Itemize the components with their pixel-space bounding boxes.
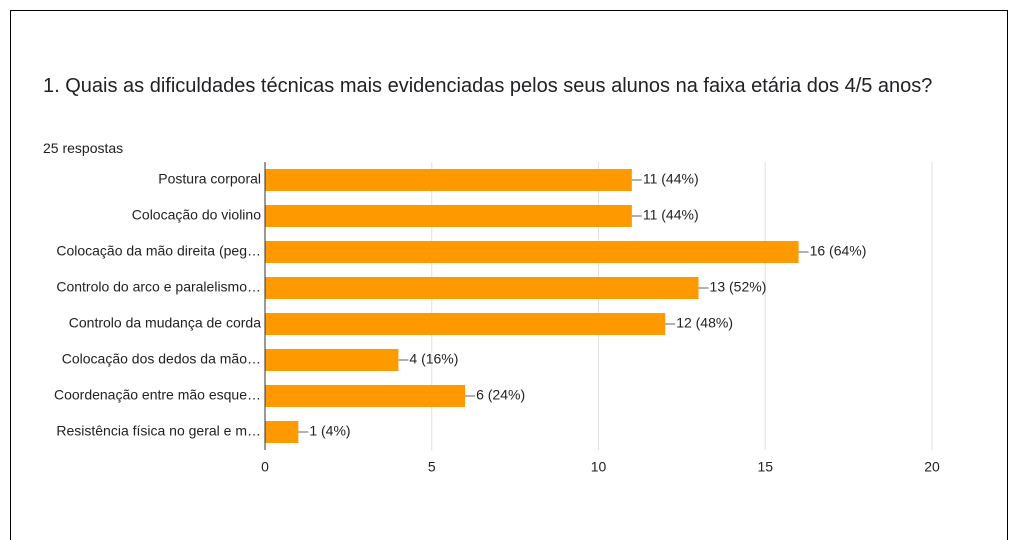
chart: 0 5 10 15 20 Postura corporal 11 (44%) Colocaçã… bbox=[54, 162, 940, 475]
chart-subtitle: 25 respostas bbox=[43, 140, 124, 156]
value-label: 13 (52%) bbox=[710, 279, 767, 295]
y-tick-label: Colocação do violino bbox=[132, 207, 261, 223]
page: {"chart_data": {"type": "bar", "orientat… bbox=[10, 10, 1008, 540]
value-label: 11 (44%) bbox=[643, 207, 699, 223]
bar bbox=[265, 349, 399, 371]
bar bbox=[265, 241, 799, 263]
x-tick-label: 10 bbox=[591, 459, 607, 475]
value-label: 12 (48%) bbox=[676, 315, 733, 331]
value-label: 1 (4%) bbox=[309, 423, 350, 439]
bar bbox=[265, 277, 699, 299]
x-tick-label: 20 bbox=[924, 459, 940, 475]
y-tick-label: Controlo da mudança de corda bbox=[69, 315, 261, 331]
value-label: 4 (16%) bbox=[409, 351, 458, 367]
card bbox=[10, 10, 1008, 540]
chart-title: 1. Quais as dificuldades técnicas mais e… bbox=[43, 75, 933, 97]
y-tick-label: Coordenação entre mão esque… bbox=[54, 387, 261, 403]
bar bbox=[265, 313, 666, 335]
y-tick-label: Resistência física no geral e m… bbox=[56, 423, 261, 439]
y-tick-label: Postura corporal bbox=[158, 171, 261, 187]
y-tick-label: Colocação da mão direita (peg… bbox=[56, 243, 261, 259]
x-tick-label: 15 bbox=[757, 459, 773, 475]
bar bbox=[265, 169, 632, 191]
y-tick-label: Colocação dos dedos da mão… bbox=[62, 351, 261, 367]
x-tick-label: 5 bbox=[428, 459, 436, 475]
bar bbox=[265, 385, 466, 407]
bar bbox=[265, 205, 632, 227]
value-label: 16 (64%) bbox=[810, 243, 867, 259]
bar bbox=[265, 421, 299, 443]
x-tick-label: 0 bbox=[261, 459, 269, 475]
value-label: 6 (24%) bbox=[476, 387, 525, 403]
y-tick-label: Controlo do arco e paralelismo… bbox=[56, 279, 261, 295]
value-label: 11 (44%) bbox=[643, 171, 699, 187]
